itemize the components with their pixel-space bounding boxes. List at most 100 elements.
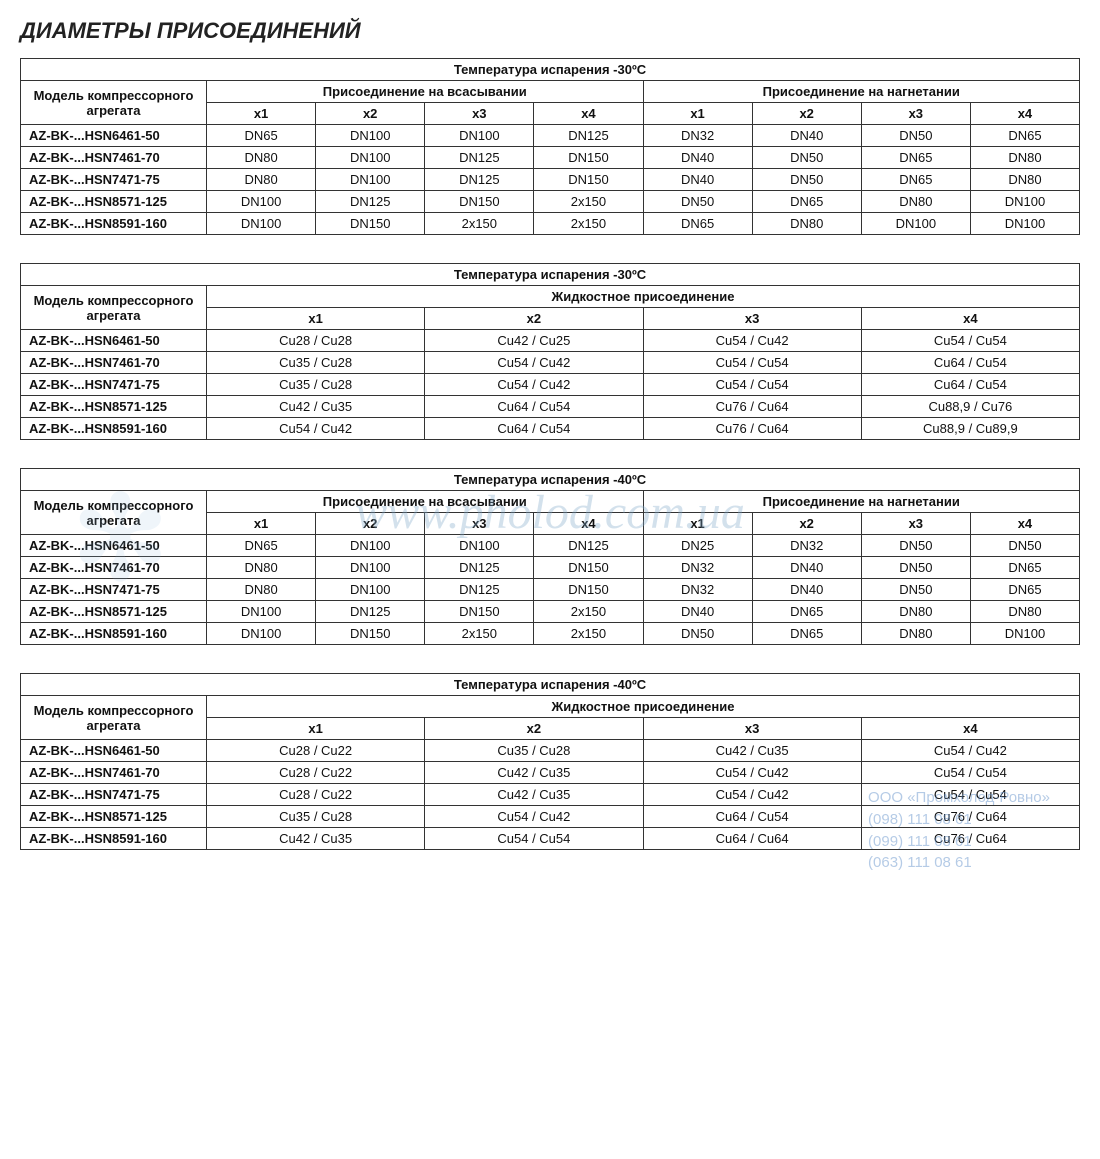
liquid-header: Жидкостное присоединение xyxy=(207,286,1080,308)
col-x3: x3 xyxy=(861,103,970,125)
col-x4: x4 xyxy=(861,308,1079,330)
value-cell: DN80 xyxy=(207,579,316,601)
model-cell: AZ-BK-...HSN7461-70 xyxy=(21,557,207,579)
model-cell: AZ-BK-...HSN8571-125 xyxy=(21,396,207,418)
liquid-table: Температура испарения -30ºСМодель компре… xyxy=(20,263,1080,440)
value-cell: DN80 xyxy=(861,191,970,213)
col-x2: x2 xyxy=(316,513,425,535)
value-cell: DN100 xyxy=(316,579,425,601)
table-row: AZ-BK-...HSN7461-70Cu35 / Cu28Cu54 / Cu4… xyxy=(21,352,1080,374)
suction-header: Присоединение на всасывании xyxy=(207,81,644,103)
value-cell: DN65 xyxy=(970,557,1079,579)
connection-table: Температура испарения -40ºСМодель компре… xyxy=(20,468,1080,645)
model-cell: AZ-BK-...HSN8591-160 xyxy=(21,828,207,850)
value-cell: DN50 xyxy=(861,579,970,601)
value-cell: DN25 xyxy=(643,535,752,557)
value-cell: Cu64 / Cu54 xyxy=(861,352,1079,374)
value-cell: DN65 xyxy=(861,147,970,169)
col-x2: x2 xyxy=(752,103,861,125)
value-cell: Cu54 / Cu54 xyxy=(643,374,861,396)
liquid-header: Жидкостное присоединение xyxy=(207,696,1080,718)
value-cell: Cu54 / Cu54 xyxy=(643,352,861,374)
value-cell: DN125 xyxy=(534,535,643,557)
value-cell: 2x150 xyxy=(534,213,643,235)
table-title: Температура испарения -30ºС xyxy=(21,264,1080,286)
model-cell: AZ-BK-...HSN7461-70 xyxy=(21,352,207,374)
value-cell: DN150 xyxy=(534,147,643,169)
value-cell: DN80 xyxy=(207,147,316,169)
value-cell: Cu54 / Cu54 xyxy=(861,784,1079,806)
stamp-phone: (063) 111 08 61 xyxy=(868,852,1050,874)
value-cell: Cu35 / Cu28 xyxy=(207,352,425,374)
value-cell: DN100 xyxy=(316,169,425,191)
model-cell: AZ-BK-...HSN7461-70 xyxy=(21,762,207,784)
value-cell: Cu54 / Cu42 xyxy=(861,740,1079,762)
value-cell: DN50 xyxy=(970,535,1079,557)
value-cell: Cu76 / Cu64 xyxy=(861,828,1079,850)
model-cell: AZ-BK-...HSN7471-75 xyxy=(21,784,207,806)
value-cell: 2x150 xyxy=(425,623,534,645)
value-cell: DN100 xyxy=(970,191,1079,213)
value-cell: DN125 xyxy=(425,579,534,601)
value-cell: Cu64 / Cu54 xyxy=(643,806,861,828)
value-cell: Cu54 / Cu42 xyxy=(643,330,861,352)
model-cell: AZ-BK-...HSN7471-75 xyxy=(21,579,207,601)
model-cell: AZ-BK-...HSN8591-160 xyxy=(21,623,207,645)
table-row: AZ-BK-...HSN8571-125DN100DN125DN1502x150… xyxy=(21,191,1080,213)
value-cell: Cu42 / Cu35 xyxy=(207,828,425,850)
col-x3: x3 xyxy=(861,513,970,535)
value-cell: DN80 xyxy=(207,169,316,191)
value-cell: DN40 xyxy=(643,601,752,623)
model-header: Модель компрессорногоагрегата xyxy=(21,286,207,330)
value-cell: DN100 xyxy=(207,623,316,645)
col-x2: x2 xyxy=(752,513,861,535)
table-title: Температура испарения -30ºС xyxy=(21,59,1080,81)
value-cell: Cu88,9 / Cu76 xyxy=(861,396,1079,418)
table-row: AZ-BK-...HSN7461-70DN80DN100DN125DN150DN… xyxy=(21,557,1080,579)
model-cell: AZ-BK-...HSN7461-70 xyxy=(21,147,207,169)
value-cell: DN100 xyxy=(207,213,316,235)
model-header: Модель компрессорногоагрегата xyxy=(21,491,207,535)
col-x4: x4 xyxy=(970,513,1079,535)
value-cell: Cu64 / Cu54 xyxy=(861,374,1079,396)
table-row: AZ-BK-...HSN6461-50Cu28 / Cu28Cu42 / Cu2… xyxy=(21,330,1080,352)
table-row: AZ-BK-...HSN7471-75DN80DN100DN125DN150DN… xyxy=(21,169,1080,191)
value-cell: DN125 xyxy=(534,125,643,147)
col-x1: x1 xyxy=(207,308,425,330)
value-cell: DN100 xyxy=(970,213,1079,235)
model-cell: AZ-BK-...HSN6461-50 xyxy=(21,330,207,352)
model-cell: AZ-BK-...HSN7471-75 xyxy=(21,169,207,191)
liquid-table: Температура испарения -40ºСМодель компре… xyxy=(20,673,1080,850)
page-title: ДИАМЕТРЫ ПРИСОЕДИНЕНИЙ xyxy=(20,18,1080,44)
model-cell: AZ-BK-...HSN6461-50 xyxy=(21,125,207,147)
value-cell: DN100 xyxy=(207,191,316,213)
value-cell: DN150 xyxy=(534,579,643,601)
col-x4: x4 xyxy=(534,513,643,535)
value-cell: DN32 xyxy=(643,557,752,579)
value-cell: DN80 xyxy=(207,557,316,579)
value-cell: Cu54 / Cu42 xyxy=(425,352,643,374)
col-x3: x3 xyxy=(425,513,534,535)
table-row: AZ-BK-...HSN7471-75DN80DN100DN125DN150 DN… xyxy=(21,579,1080,601)
value-cell: Cu76 / Cu64 xyxy=(643,418,861,440)
model-cell: AZ-BK-...HSN6461-50 xyxy=(21,535,207,557)
table-row: AZ-BK-...HSN8591-160DN100DN1502x1502x150… xyxy=(21,213,1080,235)
col-x1: x1 xyxy=(207,103,316,125)
table-title: Температура испарения -40ºС xyxy=(21,674,1080,696)
value-cell: Cu54 / Cu42 xyxy=(425,374,643,396)
value-cell: DN50 xyxy=(643,623,752,645)
value-cell: DN100 xyxy=(207,601,316,623)
value-cell: Cu54 / Cu54 xyxy=(861,330,1079,352)
value-cell: DN50 xyxy=(643,191,752,213)
value-cell: DN100 xyxy=(316,557,425,579)
value-cell: DN65 xyxy=(207,125,316,147)
value-cell: Cu64 / Cu54 xyxy=(425,396,643,418)
table-row: AZ-BK-...HSN8591-160DN100DN1502x1502x150… xyxy=(21,623,1080,645)
value-cell: Cu64 / Cu54 xyxy=(425,418,643,440)
value-cell: DN80 xyxy=(970,601,1079,623)
model-cell: AZ-BK-...HSN8571-125 xyxy=(21,806,207,828)
col-x4: x4 xyxy=(970,103,1079,125)
value-cell: Cu54 / Cu42 xyxy=(643,784,861,806)
table-row: AZ-BK-...HSN7471-75Cu28 / Cu22Cu42 / Cu3… xyxy=(21,784,1080,806)
value-cell: DN100 xyxy=(316,147,425,169)
